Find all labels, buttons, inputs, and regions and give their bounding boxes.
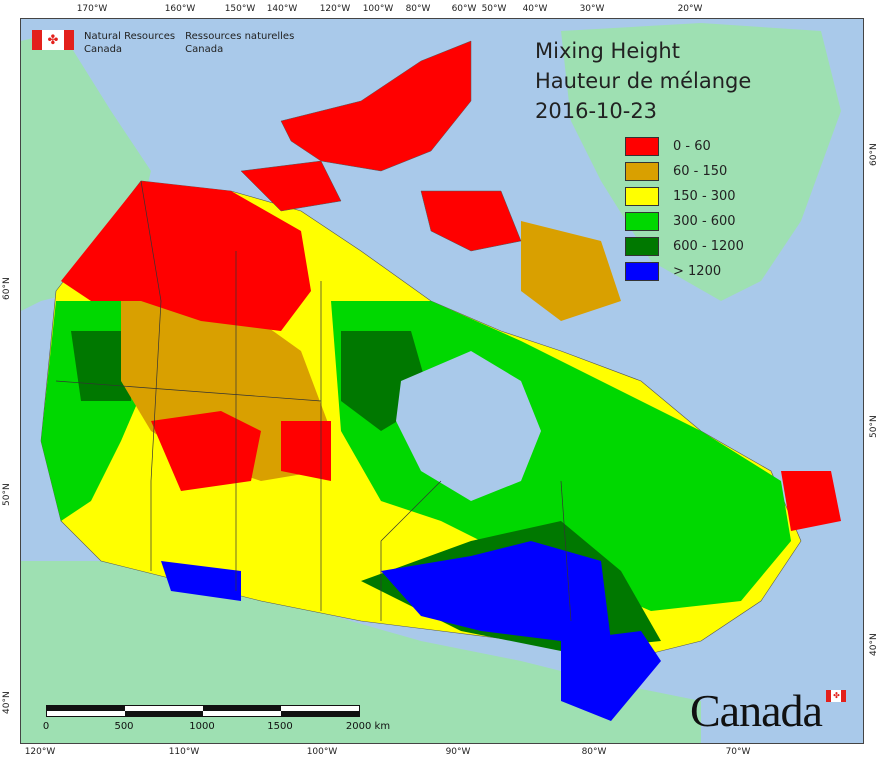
brand-fr-line1: Ressources naturelles (185, 31, 295, 42)
nrcan-brand: ✤ Natural Resources Canada Ressources na… (32, 30, 294, 56)
baffin-orange-zone (521, 221, 621, 321)
tick-bottom-5: 70°W (725, 747, 751, 757)
border-mb-on (380, 480, 442, 621)
border-60n (55, 380, 322, 402)
legend-swatch (625, 262, 659, 281)
brand-en-line1: Natural Resources (84, 31, 176, 42)
tick-top-9: 40°W (522, 4, 548, 14)
usa-land (21, 561, 701, 743)
tick-left-1: 50°N (2, 483, 12, 506)
canada-flag-icon: ✤ (32, 30, 74, 50)
legend-item: > 1200 (625, 259, 744, 284)
hudson-bay (396, 351, 541, 501)
tick-bottom-0: 120°W (24, 747, 56, 757)
tick-bottom-4: 80°W (581, 747, 607, 757)
map-title: Mixing Height Hauteur de mélange 2016-10… (535, 36, 751, 126)
arctic-islands (280, 40, 472, 172)
title-date: 2016-10-23 (535, 99, 658, 123)
brand-french: Ressources naturelles Canada (185, 30, 294, 56)
banks-island (240, 160, 342, 212)
legend-label: 600 - 1200 (673, 239, 744, 254)
legend-label: > 1200 (673, 264, 722, 279)
brand-fr-line2: Canada (185, 44, 224, 55)
border-bc-ab (140, 180, 162, 571)
province-borders (55, 180, 572, 622)
tick-top-3: 140°W (266, 4, 298, 14)
legend-item: 600 - 1200 (625, 234, 744, 259)
legend-item: 150 - 300 (625, 184, 744, 209)
legend: 0 - 60 60 - 150 150 - 300 300 - 600 600 … (625, 134, 744, 284)
title-english: Mixing Height (535, 39, 680, 63)
tick-top-10: 30°W (579, 4, 605, 14)
legend-label: 300 - 600 (673, 214, 736, 229)
wordmark-flag-icon: ✤ (826, 690, 846, 702)
legend-item: 60 - 150 (625, 159, 744, 184)
scale-bar-graphic (46, 705, 360, 717)
tick-left-2: 40°N (2, 691, 12, 714)
alberta-red-zone (151, 411, 261, 491)
title-french: Hauteur de mélange (535, 69, 752, 93)
tick-top-2: 150°W (224, 4, 256, 14)
map-canvas[interactable] (20, 18, 864, 744)
tick-right-1: 50°N (869, 415, 880, 438)
legend-label: 0 - 60 (673, 139, 711, 154)
tick-left-0: 60°N (2, 277, 12, 300)
yukon-nwt-red-zone (61, 181, 311, 331)
ontario-blue-zone (381, 541, 611, 641)
legend-swatch (625, 212, 659, 231)
prairie-blue-zone (161, 561, 241, 601)
tick-top-11: 20°W (677, 4, 703, 14)
scale-label: 1500 (267, 721, 293, 732)
legend-swatch (625, 137, 659, 156)
brand-english: Natural Resources Canada (84, 30, 175, 56)
scale-label: 0 (42, 721, 50, 732)
tick-bottom-2: 100°W (306, 747, 338, 757)
legend-label: 150 - 300 (673, 189, 736, 204)
tick-top-7: 60°W (451, 4, 477, 14)
tick-bottom-3: 90°W (445, 747, 471, 757)
tick-right-0: 60°N (869, 143, 880, 166)
scale-label: 2000 km (345, 721, 391, 732)
legend-item: 0 - 60 (625, 134, 744, 159)
tick-right-2: 40°N (869, 633, 880, 656)
southern-ontario-blue-zone (561, 631, 661, 721)
tick-bottom-1: 110°W (168, 747, 200, 757)
scale-label: 500 (114, 721, 134, 732)
tick-top-1: 160°W (164, 4, 196, 14)
sask-red-zone (281, 421, 331, 481)
canada-wordmark: Canada ✤ (690, 684, 846, 737)
tick-top-8: 50°W (481, 4, 507, 14)
baffin-north (420, 190, 522, 252)
tick-top-6: 80°W (405, 4, 431, 14)
map-svg (21, 19, 863, 743)
legend-label: 60 - 150 (673, 164, 728, 179)
tick-top-4: 120°W (319, 4, 351, 14)
wordmark-text: Canada (690, 685, 823, 736)
greenland-land (561, 23, 841, 301)
tick-top-5: 100°W (362, 4, 394, 14)
brand-en-line2: Canada (84, 44, 123, 55)
legend-item: 300 - 600 (625, 209, 744, 234)
tick-top-0: 170°W (76, 4, 108, 14)
legend-swatch (625, 187, 659, 206)
border-on-qc (560, 480, 572, 622)
maple-leaf-icon: ✤ (42, 30, 64, 50)
scale-bar: 0 500 1000 1500 2000 km (43, 705, 390, 732)
scale-label: 1000 (189, 721, 215, 732)
newfoundland-red-zone (781, 471, 841, 531)
legend-swatch (625, 162, 659, 181)
legend-swatch (625, 237, 659, 256)
